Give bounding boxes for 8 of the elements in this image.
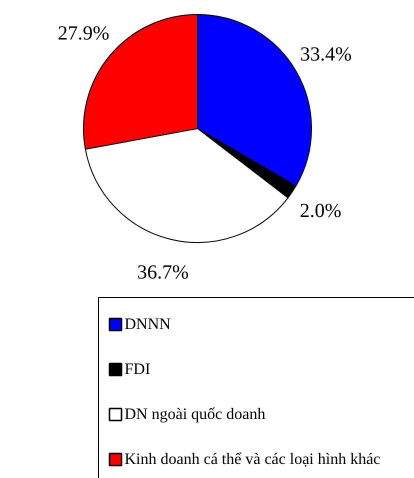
legend-label: FDI: [124, 361, 150, 378]
data-label: 36.7%: [137, 262, 189, 284]
legend-label: Kinh doanh cá thể và các loại hình khác: [124, 451, 380, 468]
legend-label: DN ngoài quốc doanh: [124, 406, 266, 423]
legend-label: DNNN: [124, 316, 172, 333]
data-label: 27.9%: [58, 22, 110, 45]
data-label: 2.0%: [300, 200, 342, 222]
data-label: 33.4%: [300, 44, 352, 66]
